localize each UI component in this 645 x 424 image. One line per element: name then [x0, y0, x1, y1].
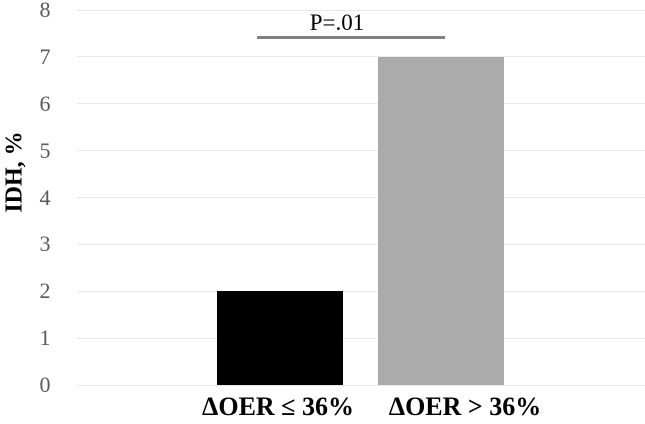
gridline: [77, 243, 645, 245]
category-label-oer-le-36: ΔOER ≤ 36%: [202, 392, 354, 421]
y-tick-label: 1: [39, 325, 51, 351]
y-tick-label: 6: [39, 90, 51, 116]
gridline: [77, 337, 645, 339]
y-tick-label: 0: [39, 372, 51, 397]
gridline: [77, 197, 645, 198]
gridline: [77, 290, 645, 292]
p-value-label: P=.01: [309, 10, 365, 35]
y-tick-label: 2: [39, 278, 51, 304]
category-label-oer-gt-36: ΔOER > 36%: [388, 392, 542, 421]
chart-bar-0: [217, 291, 343, 385]
gridline: [77, 384, 645, 386]
gridline: [77, 56, 645, 58]
y-tick-label: 4: [39, 184, 51, 210]
chart-bar-1: [378, 56, 504, 385]
significance-line: [257, 36, 445, 39]
gridline: [77, 150, 645, 152]
y-tick-label: 8: [39, 0, 51, 22]
y-tick-label: 3: [39, 231, 51, 257]
gridline: [77, 9, 645, 11]
gridline: [77, 103, 645, 105]
y-tick-label: 7: [39, 43, 51, 69]
y-tick-label: 5: [39, 137, 51, 163]
plot-area: P=.01: [77, 9, 645, 386]
